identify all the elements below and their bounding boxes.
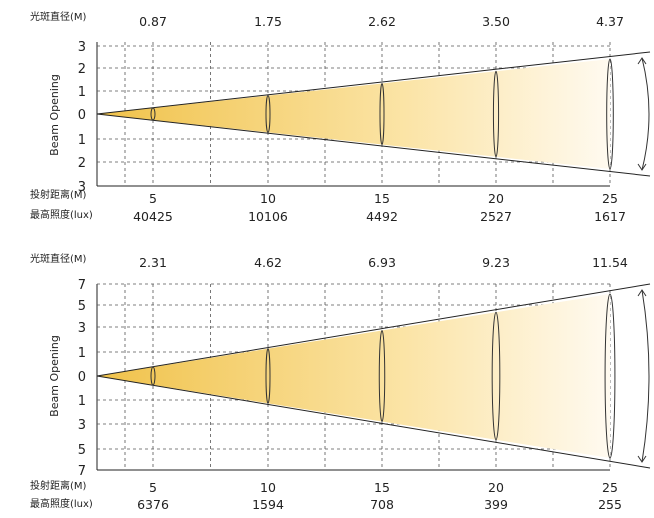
chart1-y-tick-label: 0 [78, 108, 86, 123]
chart2-spot-diameter-value: 9.23 [482, 255, 510, 270]
chart2-y-tick-label: 0 [78, 370, 86, 385]
chart2-max-illuminance-label: 最高照度(lux) [30, 497, 93, 510]
chart2-beam-edge-bottom [96, 375, 651, 469]
chart2-angle-arrow-bottom [637, 455, 647, 463]
chart2-spot-ellipse [491, 311, 501, 441]
chart2-distance-value: 5 [149, 480, 157, 495]
chart2-spot-diameter-label: 光斑直径(M) [30, 252, 87, 265]
chart1-y-tick-label: 3 [78, 40, 86, 55]
chart1-distance-value: 5 [149, 191, 157, 206]
chart1-beam-edge-bottom [96, 113, 651, 177]
chart2-illuminance-value: 255 [598, 497, 622, 512]
chart2-spot-diameter-value: 11.54 [592, 255, 628, 270]
chart2-y-tick-label: 1 [78, 394, 86, 409]
chart1-spot-ellipse [379, 82, 385, 146]
chart1-spot-ellipse [265, 95, 271, 133]
chart2-spot-ellipse [265, 348, 271, 404]
chart1-illuminance-value: 40425 [133, 209, 173, 224]
chart2-illuminance-value: 708 [370, 497, 394, 512]
chart2-illuminance-value: 399 [484, 497, 508, 512]
chart2-angle-arrow-top [637, 289, 647, 297]
chart2-spot-ellipse [604, 293, 616, 459]
chart1-spot-ellipse [492, 70, 500, 158]
chart2-y-axis-label: Beam Opening [48, 335, 61, 417]
chart1-y-tick-label: 3 [78, 180, 86, 195]
chart1-illuminance-value: 2527 [480, 209, 512, 224]
chart1-distance-value: 25 [602, 191, 618, 206]
chart1-spot-diameter-value: 4.37 [596, 14, 624, 29]
chart2-illuminance-value: 1594 [252, 497, 284, 512]
chart1-distance-value: 15 [374, 191, 390, 206]
chart2-spot-diameter-value: 6.93 [368, 255, 396, 270]
chart2-illuminance-value: 6376 [137, 497, 169, 512]
chart1-y-axis-label: Beam Opening [48, 74, 61, 156]
chart1-illuminance-value: 1617 [594, 209, 626, 224]
chart1-spot-ellipse [150, 107, 156, 121]
chart2-throw-distance-label: 投射距离(M) [30, 479, 87, 492]
chart1-spot-ellipse [606, 58, 614, 170]
chart1-throw-distance-label: 投射距离(M) [30, 188, 87, 201]
chart2-y-tick-label: 5 [78, 299, 86, 314]
chart2-spot-diameter-value: 2.31 [139, 255, 167, 270]
chart2-y-tick-label: 7 [78, 278, 86, 293]
chart1-distance-value: 10 [260, 191, 276, 206]
chart2-beam-edge-top [96, 283, 651, 377]
chart1-angle-arc [641, 57, 650, 171]
chart2-distance-value: 10 [260, 480, 276, 495]
chart2-y-tick-label: 5 [78, 443, 86, 458]
chart2-beam-fill [97, 294, 610, 458]
chart2-spot-ellipse [378, 329, 386, 423]
chart1-spot-diameter-label: 光斑直径(M) [30, 10, 87, 23]
chart2-distance-value: 20 [488, 480, 504, 495]
chart1-spot-diameter-value: 0.87 [139, 14, 167, 29]
chart1-spot-diameter-value: 3.50 [482, 14, 510, 29]
chart1-max-illuminance-label: 最高照度(lux) [30, 208, 93, 221]
chart1-y-tick-label: 1 [78, 133, 86, 148]
chart2-spot-diameter-value: 4.62 [254, 255, 282, 270]
chart1-distance-value: 20 [488, 191, 504, 206]
chart2-distance-value: 25 [602, 480, 618, 495]
chart1-illuminance-value: 4492 [366, 209, 398, 224]
chart2-y-tick-label: 1 [78, 346, 86, 361]
chart1-illuminance-value: 10106 [248, 209, 288, 224]
chart2-y-tick-label: 3 [78, 321, 86, 336]
chart1-spot-diameter-value: 1.75 [254, 14, 282, 29]
chart1-angle-arrow-bottom [637, 163, 647, 171]
chart1-spot-diameter-value: 2.62 [368, 14, 396, 29]
chart2-y-tick-label: 7 [78, 464, 86, 479]
chart2-angle-arc [641, 289, 650, 463]
chart2-spot-ellipse [150, 366, 156, 386]
chart1-angle-arrow-top [637, 57, 647, 65]
chart1-y-tick-label: 2 [78, 62, 86, 77]
chart1-y-tick-label: 2 [78, 156, 86, 171]
chart1-beam-fill [97, 59, 610, 169]
chart1-y-tick-label: 1 [78, 85, 86, 100]
chart2-y-tick-label: 3 [78, 418, 86, 433]
chart1-beam-edge-top [96, 51, 651, 115]
chart2-distance-value: 15 [374, 480, 390, 495]
